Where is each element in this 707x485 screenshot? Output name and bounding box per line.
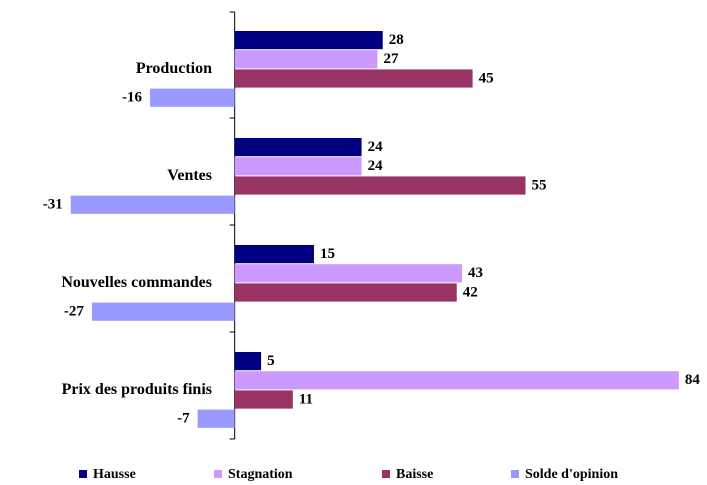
bar xyxy=(234,352,262,371)
data-label: 5 xyxy=(267,353,275,369)
data-label: 11 xyxy=(299,391,313,407)
bar xyxy=(234,31,383,50)
bar xyxy=(91,302,235,321)
legend-swatch xyxy=(511,470,519,478)
category-label: Ventes xyxy=(167,167,212,184)
bar xyxy=(234,176,526,195)
bar xyxy=(234,157,362,176)
data-label: -7 xyxy=(177,411,190,427)
data-label: 24 xyxy=(368,158,384,174)
bar xyxy=(234,390,293,409)
bar xyxy=(234,69,473,88)
data-label: 27 xyxy=(383,51,399,67)
legend-swatch xyxy=(79,470,87,478)
bar xyxy=(234,138,362,157)
legend-label: Solde d'opinion xyxy=(525,467,618,482)
data-label: 84 xyxy=(685,372,701,388)
data-label: 55 xyxy=(532,177,547,193)
data-label: 45 xyxy=(479,70,494,86)
category-label: Production xyxy=(136,60,212,77)
data-label: -27 xyxy=(64,304,84,320)
bar xyxy=(234,50,378,69)
legend-swatch xyxy=(214,470,222,478)
legend-swatch xyxy=(382,470,390,478)
data-label: -16 xyxy=(122,90,142,106)
data-label: 15 xyxy=(320,246,335,262)
bar xyxy=(70,195,235,214)
bar xyxy=(234,245,314,264)
legend-label: Hausse xyxy=(93,467,136,482)
data-label: 24 xyxy=(368,139,384,155)
bar xyxy=(197,409,235,428)
data-label: -31 xyxy=(43,197,63,213)
legend-label: Baisse xyxy=(396,467,433,482)
bar xyxy=(234,283,457,302)
bar xyxy=(150,88,235,107)
data-label: 42 xyxy=(463,284,478,300)
bar xyxy=(234,264,463,283)
legend-label: Stagnation xyxy=(228,467,293,482)
bar xyxy=(234,371,679,390)
data-label: 43 xyxy=(468,265,483,281)
category-label: Prix des produits finis xyxy=(62,381,212,398)
category-label: Nouvelles commandes xyxy=(61,274,212,291)
data-label: 28 xyxy=(389,32,404,48)
